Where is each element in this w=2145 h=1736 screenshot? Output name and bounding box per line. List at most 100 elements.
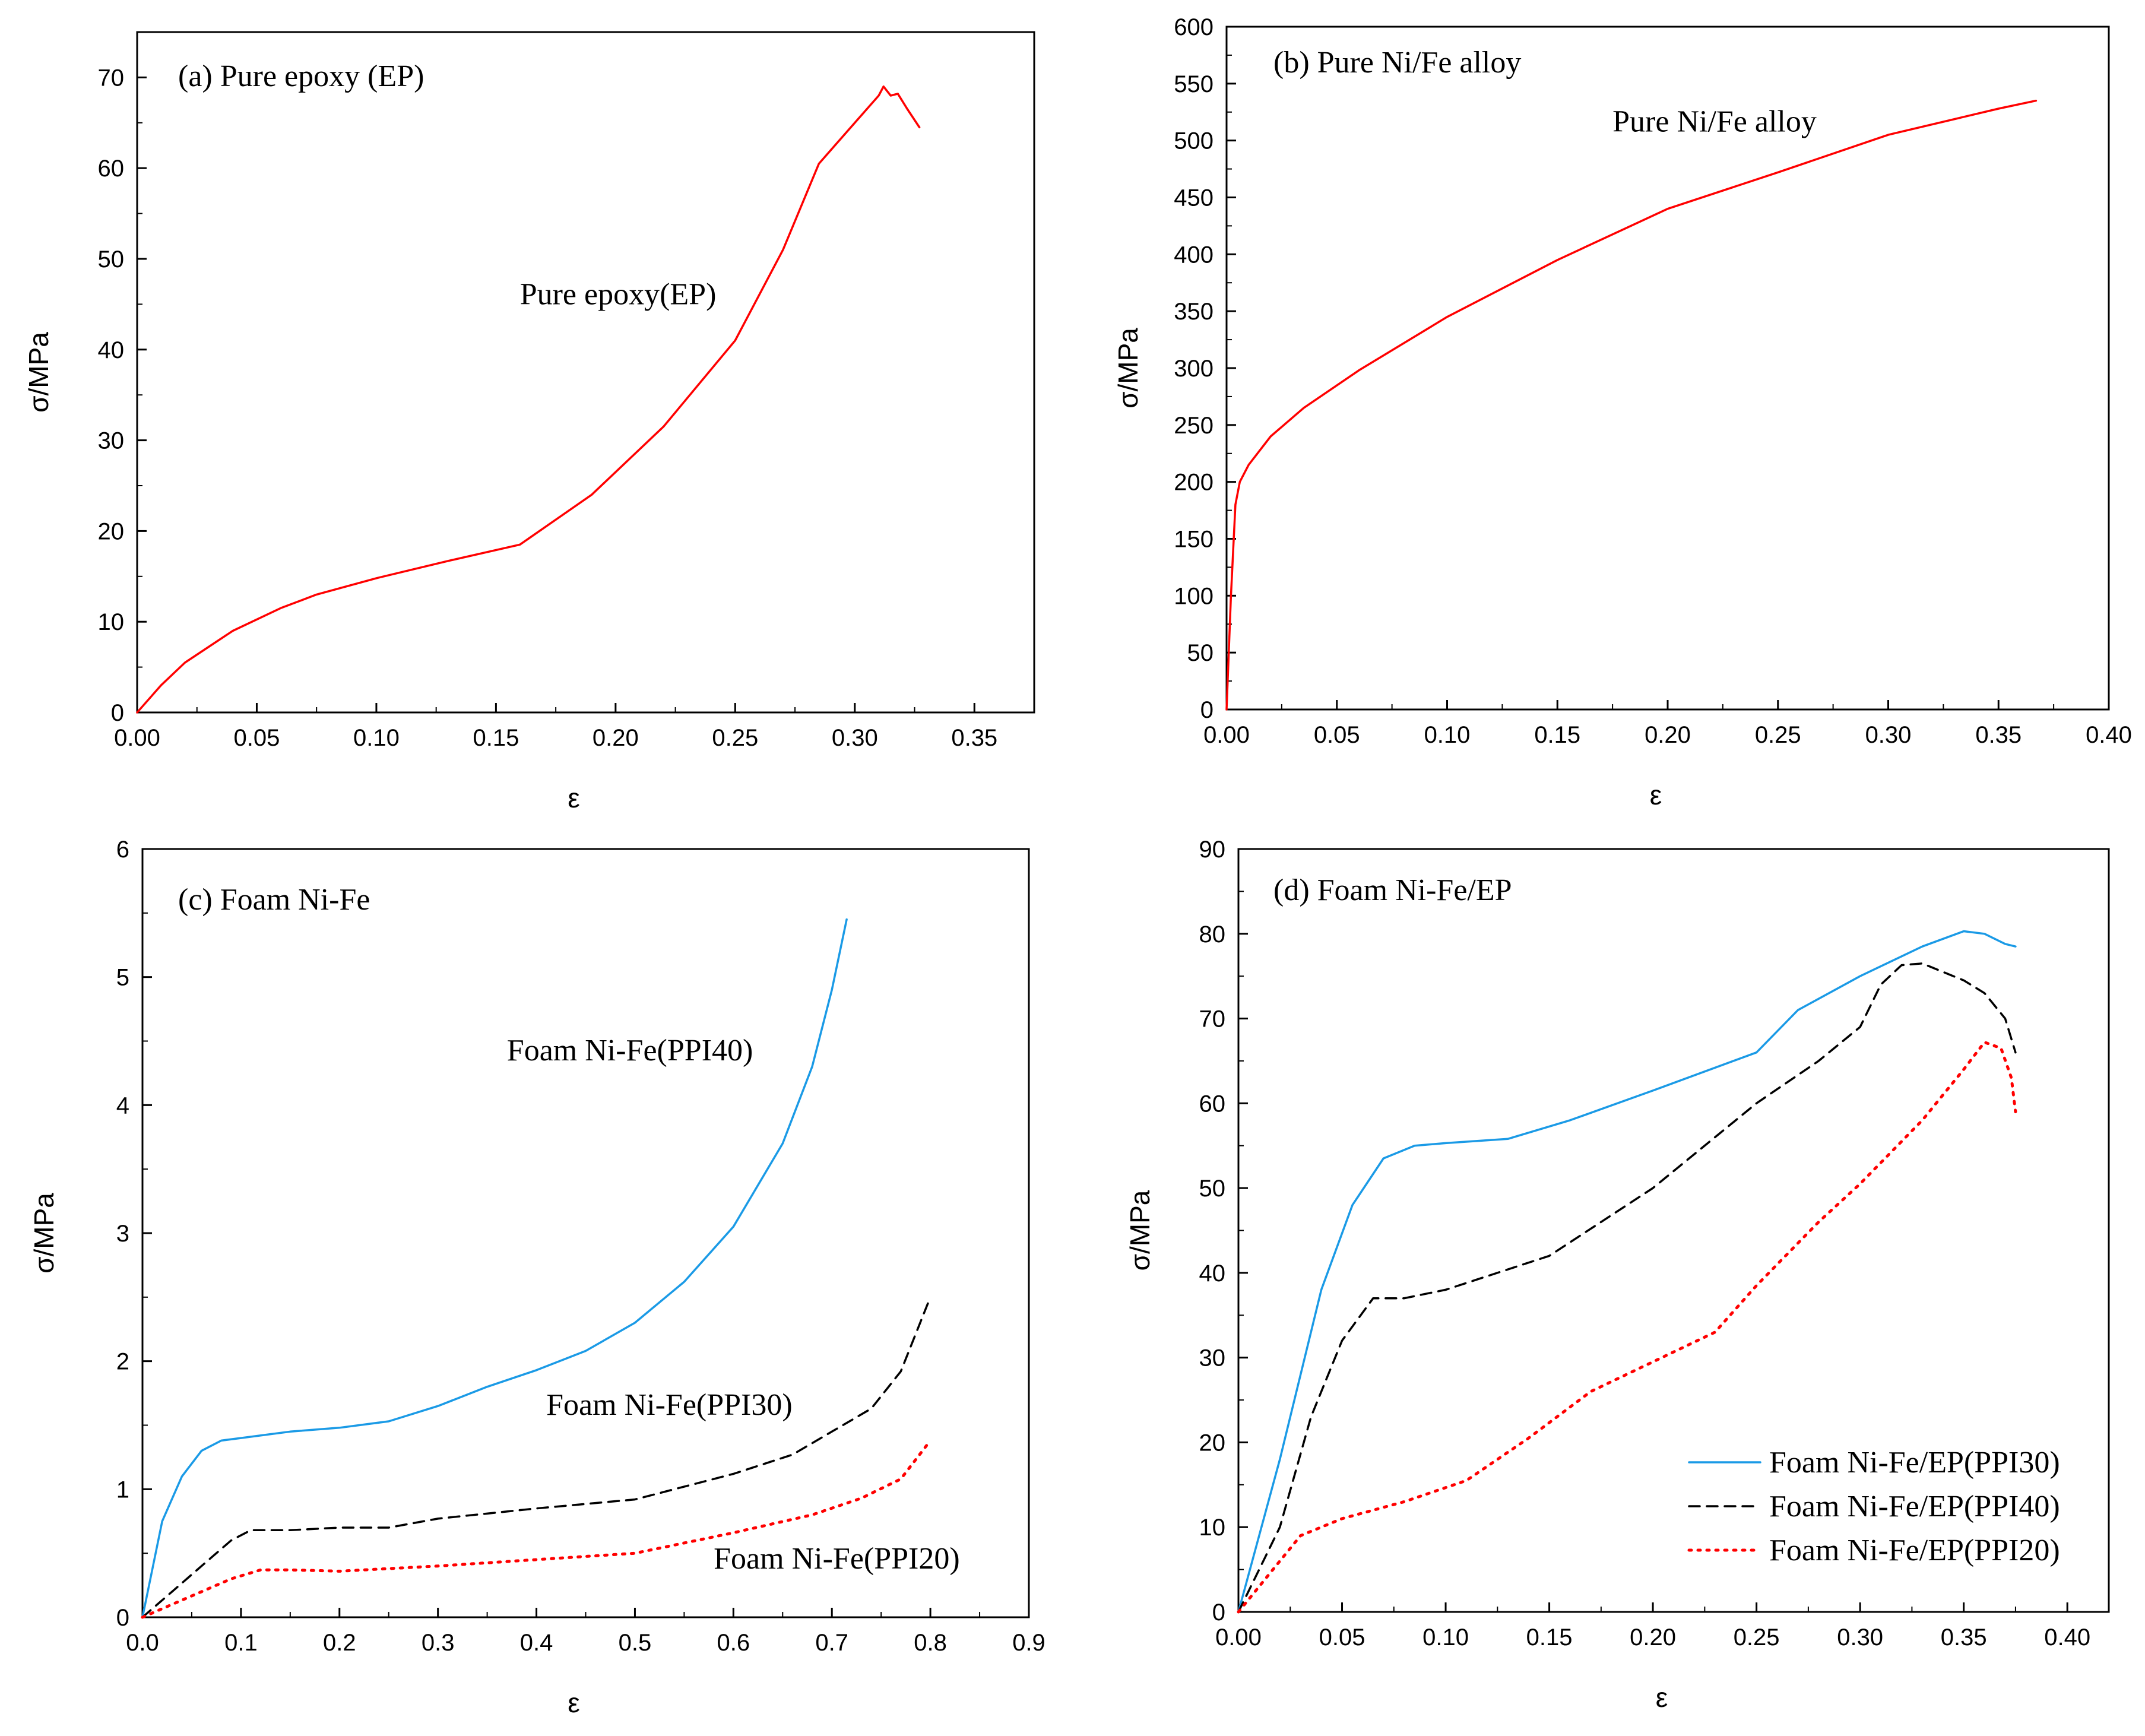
series-line-2 (1237, 1041, 2017, 1614)
annotation-label: Foam Ni-Fe(PPI40) (507, 1034, 753, 1067)
y-tick-label: 200 (1174, 470, 1214, 496)
series-line-2 (141, 1439, 932, 1619)
y-tick-label: 20 (98, 518, 125, 544)
y-tick-label: 400 (1174, 242, 1214, 268)
y-tick-label: 40 (1199, 1260, 1226, 1287)
x-tick-label: 0.7 (815, 1630, 848, 1656)
y-tick-label: 50 (1199, 1176, 1226, 1202)
x-tick-label: 0.15 (1534, 722, 1580, 748)
x-tick-label: 0.9 (1012, 1630, 1045, 1656)
y-tick-label: 10 (1199, 1515, 1226, 1541)
annotation-label: Pure epoxy(EP) (520, 277, 717, 311)
series-line-0 (1225, 99, 2038, 711)
y-tick-label: 150 (1174, 527, 1214, 553)
y-tick-label: 1 (116, 1477, 129, 1503)
x-tick-label: 0.25 (1734, 1624, 1780, 1651)
panel-b: 0.00 0.05 0.10 0.15 0.20 0.25 0.30 0.35 0.40 0 50 1… (1113, 14, 2132, 810)
x-tick-label: 0.10 (1424, 722, 1471, 748)
x-tick-label: 0.05 (1319, 1624, 1365, 1651)
x-tick-label: 0.20 (1645, 722, 1691, 748)
panel-c: 0.0 0.1 0.2 0.3 0.4 0.5 0.6 0.7 0.8 0.9 0 1 2 3 4 5 6 ε σ/… (28, 837, 1045, 1718)
panel-title: (d) Foam Ni-Fe/EP (1273, 873, 1512, 907)
x-tick-label: 0.00 (1203, 722, 1250, 748)
series-line-0 (136, 85, 921, 714)
y-tick-label: 0 (111, 700, 124, 726)
x-tick-label: 0.00 (1215, 1624, 1262, 1651)
y-tick-label: 30 (1199, 1345, 1226, 1371)
annotation-label: Pure Ni/Fe alloy (1612, 104, 1817, 138)
x-axis-label: ε (1650, 780, 1662, 810)
legend-label: Foam Ni-Fe/EP(PPI40) (1769, 1490, 2060, 1523)
y-axis-label: σ/MPa (28, 1193, 59, 1274)
y-tick-label: 90 (1199, 837, 1226, 863)
legend-label: Foam Ni-Fe/EP(PPI20) (1769, 1534, 2060, 1567)
y-tick-label: 60 (98, 156, 125, 182)
panel-title: (b) Pure Ni/Fe alloy (1273, 46, 1521, 80)
x-tick-label: 0.30 (1837, 1624, 1883, 1651)
legend: Foam Ni-Fe/EP(PPI30) Foam Ni-Fe/EP(PPI40)… (1687, 1446, 2060, 1567)
y-tick-label: 50 (1187, 640, 1214, 666)
x-tick-label: 0.30 (1865, 722, 1912, 748)
panel-d: 0.00 0.05 0.10 0.15 0.20 0.25 0.30 0.35 0.40 0 10 2… (1124, 837, 2110, 1713)
y-tick-label: 70 (98, 65, 125, 91)
x-tick-label: 0.15 (473, 725, 519, 751)
y-tick-label: 100 (1174, 583, 1214, 609)
y-tick-label: 5 (116, 965, 129, 991)
x-axis-label: ε (568, 1687, 580, 1718)
x-tick-label: 0.35 (1941, 1624, 1987, 1651)
y-tick-label: 450 (1174, 185, 1214, 211)
x-tick-label: 0.4 (520, 1630, 553, 1656)
series-line-0 (141, 918, 848, 1618)
y-tick-label: 60 (1199, 1091, 1226, 1117)
y-tick-label: 20 (1199, 1430, 1226, 1456)
annotation-label: Foam Ni-Fe(PPI20) (714, 1542, 960, 1576)
y-tick-label: 80 (1199, 921, 1226, 948)
y-axis-label: σ/MPa (1113, 328, 1143, 408)
x-tick-label: 0.05 (1314, 722, 1360, 748)
series-line-1 (141, 1296, 931, 1618)
x-tick-label: 0.6 (717, 1630, 750, 1656)
y-tick-label: 350 (1174, 299, 1214, 325)
y-tick-label: 0 (116, 1605, 129, 1631)
x-tick-label: 0.5 (619, 1630, 652, 1656)
x-tick-label: 0.2 (323, 1630, 356, 1656)
series-line-0 (1237, 930, 2017, 1613)
panel-a: 0.00 0.05 0.10 0.15 0.20 0.25 0.30 0.35 0 10 20 30 4… (23, 31, 1035, 813)
x-tick-label: 0.1 (224, 1630, 258, 1656)
y-tick-label: 10 (98, 609, 125, 635)
series-line-1 (1237, 962, 2017, 1613)
y-axis-label: σ/MPa (1124, 1190, 1155, 1271)
y-tick-label: 550 (1174, 71, 1214, 97)
y-tick-label: 6 (116, 837, 129, 863)
x-tick-label: 0.05 (234, 725, 280, 751)
plot-frame (141, 848, 1030, 1618)
x-axis-label: ε (1656, 1682, 1668, 1713)
x-tick-label: 0.8 (914, 1630, 947, 1656)
x-tick-label: 0.20 (593, 725, 639, 751)
annotation-label: Foam Ni-Fe(PPI30) (546, 1388, 793, 1422)
y-tick-label: 50 (98, 246, 125, 273)
x-tick-label: 0.0 (126, 1630, 159, 1656)
y-tick-label: 500 (1174, 128, 1214, 154)
y-tick-label: 300 (1174, 356, 1214, 382)
plot-frame (136, 31, 1035, 714)
panel-title: (a) Pure epoxy (EP) (178, 59, 424, 93)
x-tick-label: 0.20 (1630, 1624, 1676, 1651)
x-tick-label: 0.10 (1422, 1624, 1469, 1651)
x-tick-label: 0.25 (1755, 722, 1801, 748)
x-tick-label: 0.35 (1975, 722, 2022, 748)
legend-label: Foam Ni-Fe/EP(PPI30) (1769, 1446, 2060, 1480)
y-tick-label: 3 (116, 1221, 129, 1247)
x-tick-label: 0.00 (114, 725, 160, 751)
y-tick-label: 2 (116, 1349, 129, 1375)
y-tick-label: 4 (116, 1092, 129, 1119)
x-tick-label: 0.40 (2044, 1624, 2090, 1651)
y-axis-label: σ/MPa (23, 332, 54, 413)
panel-title: (c) Foam Ni-Fe (178, 883, 370, 917)
y-tick-label: 30 (98, 428, 125, 454)
y-tick-label: 250 (1174, 413, 1214, 439)
x-tick-label: 0.3 (422, 1630, 455, 1656)
y-tick-label: 70 (1199, 1006, 1226, 1032)
x-tick-label: 0.35 (951, 725, 997, 751)
